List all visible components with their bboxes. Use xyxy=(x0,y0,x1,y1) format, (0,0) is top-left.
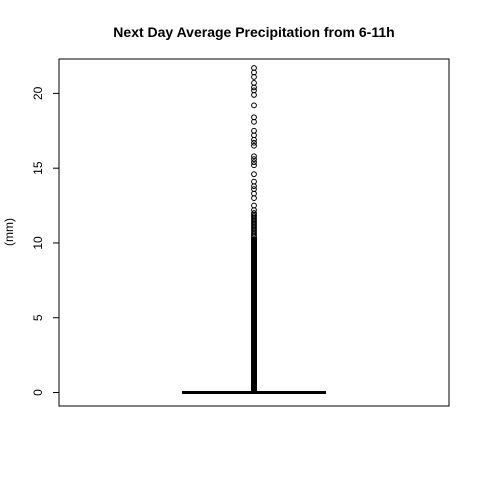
y-axis: 0 5 10 15 20 xyxy=(31,86,60,396)
outlier-point xyxy=(251,162,257,169)
outlier-point xyxy=(251,186,257,193)
outlier-point xyxy=(251,127,257,134)
outlier-dense-stem xyxy=(251,236,257,393)
outlier-point xyxy=(251,156,257,163)
y-tick-label: 5 xyxy=(31,314,45,321)
outlier-point xyxy=(251,114,257,121)
outlier-point xyxy=(251,159,257,166)
outlier-point xyxy=(251,102,257,109)
outlier-point xyxy=(251,139,257,146)
outlier-point xyxy=(251,87,257,94)
chart-title: Next Day Average Precipitation from 6-11… xyxy=(113,24,394,40)
y-axis-label: (mm) xyxy=(2,218,16,246)
y-tick-label: 20 xyxy=(31,86,45,100)
outlier-point xyxy=(251,65,257,71)
outlier-point xyxy=(251,142,257,149)
outlier-point xyxy=(251,210,257,216)
y-tick-label: 10 xyxy=(31,236,45,250)
outlier-points xyxy=(251,65,257,393)
outlier-point xyxy=(251,171,257,178)
outlier-point xyxy=(251,202,257,209)
y-tick-label: 0 xyxy=(31,389,45,396)
outlier-point xyxy=(251,80,257,86)
outlier-point xyxy=(251,153,257,160)
y-tick-label: 15 xyxy=(31,161,45,175)
outlier-point xyxy=(251,178,257,185)
